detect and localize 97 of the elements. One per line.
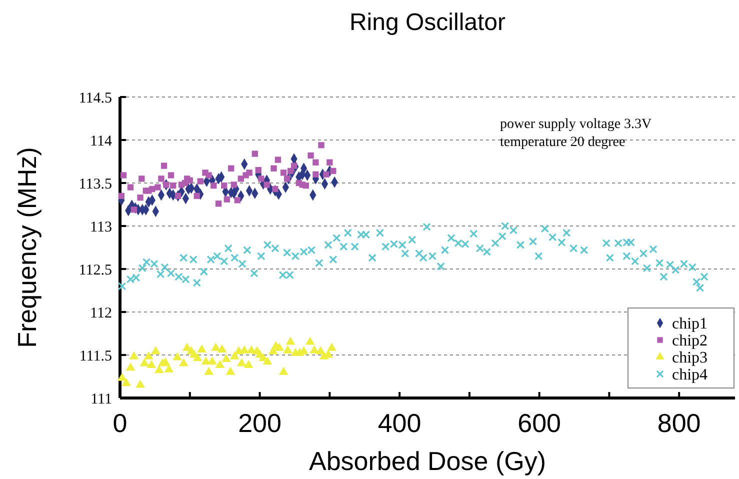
point [224,196,230,202]
point [197,178,204,184]
y-tick-label: 112 [90,305,112,322]
annotation: temperature 20 degree [500,135,626,150]
y-tick-label: 113.5 [78,176,112,192]
point [208,356,217,365]
legend-label: chip3 [672,350,708,367]
point [252,150,258,157]
point [226,366,236,375]
point [255,167,262,174]
point [160,162,168,169]
point [174,192,182,199]
point [244,360,254,368]
point [215,200,222,207]
point [308,152,314,159]
x-tick-label: 800 [657,408,701,438]
point [283,345,292,354]
point [323,171,330,178]
point [172,352,182,360]
chart-title: Ring Oscillator [349,9,506,36]
point [178,358,188,366]
point [140,358,150,366]
y-tick-label: 112.5 [78,262,112,278]
point [197,344,206,353]
point [158,176,164,182]
point [236,358,246,366]
point [122,378,131,386]
point [194,192,200,199]
point [246,170,252,176]
point [206,172,212,178]
point [230,182,237,188]
point [204,366,214,375]
point [228,165,234,172]
point [302,182,309,189]
point [126,362,136,371]
point [305,336,315,345]
point [192,353,202,362]
legend-label: chip4 [672,366,708,384]
point [327,342,336,351]
point [290,162,298,169]
point [278,366,288,375]
point [284,176,290,182]
y-tick-label: 113 [90,219,112,236]
point [117,372,127,381]
point [221,182,228,189]
point [312,159,319,166]
point [150,346,160,354]
point [240,345,250,354]
point [127,184,134,190]
point [168,172,174,178]
point [154,184,161,190]
point [138,176,145,182]
x-tick-label: 0 [112,408,128,438]
point [170,182,176,189]
point [164,364,174,372]
y-tick-label: 114 [90,133,112,150]
point [274,342,284,351]
point [210,182,217,189]
point [130,206,138,213]
x-tick-label: 600 [518,408,562,438]
point [136,380,145,388]
point [310,345,319,354]
point [272,186,278,192]
y-tick-label: 111.5 [79,348,112,364]
point [326,159,333,166]
annotation: power supply voltage 3.3V [500,117,652,132]
y-axis-title: Frequency (MHz) [12,147,42,348]
point [137,194,144,201]
x-tick-label: 200 [238,408,282,438]
point [211,342,220,351]
x-tick-label: 400 [378,408,422,438]
point [330,168,336,174]
point [234,197,240,204]
point [318,142,324,148]
point [270,165,277,172]
point [129,351,139,360]
point [217,344,227,353]
y-tick-label: 111 [90,391,112,408]
point [154,365,164,374]
point [144,351,154,360]
point [264,182,270,188]
point [118,192,124,199]
point [280,170,287,176]
x-axis-title: Absorbed Dose (Gy) [309,446,546,476]
point [274,156,282,163]
point [230,351,240,360]
legend-label: chip1 [672,316,708,333]
y-tick-label: 114.5 [78,90,112,106]
point [146,360,156,368]
point [120,172,127,178]
point [262,356,272,365]
point [215,360,225,368]
legend-label: chip2 [672,332,708,350]
point [286,336,296,345]
point [312,171,319,178]
point [258,176,264,182]
point [222,354,231,362]
